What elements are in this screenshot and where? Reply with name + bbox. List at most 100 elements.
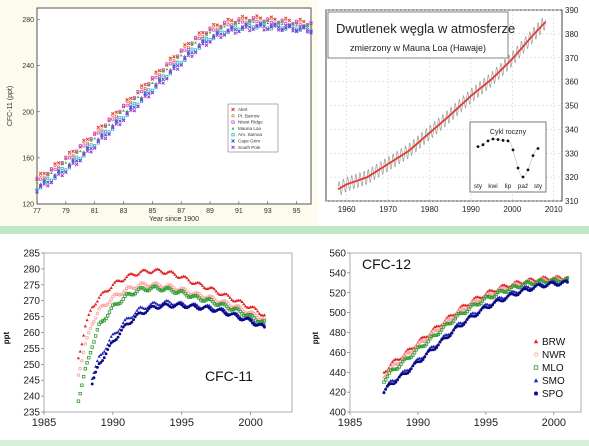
cfc11-stations-point bbox=[64, 168, 68, 172]
cfc11-stations-point bbox=[168, 58, 172, 62]
cfc11-point bbox=[90, 377, 94, 380]
cfc11-stations-point bbox=[46, 180, 50, 184]
cfc11-stations-point bbox=[251, 25, 255, 29]
cfc12-point bbox=[458, 307, 463, 312]
cfc12-point bbox=[448, 321, 452, 326]
cfc12-point bbox=[417, 344, 422, 349]
cfc11-stations-point bbox=[193, 50, 198, 54]
cfc11-point bbox=[123, 277, 127, 281]
cfc12-y-tick-label: 400 bbox=[329, 408, 346, 419]
cfc11-point bbox=[183, 274, 187, 278]
cfc11-point bbox=[140, 306, 144, 309]
cfc11-point bbox=[252, 316, 256, 320]
cfc11-stations-point bbox=[183, 55, 187, 60]
co2-y-tick-label: 390 bbox=[565, 6, 579, 15]
cfc12-point bbox=[436, 343, 440, 347]
cfc11-stations-point bbox=[262, 19, 266, 23]
cfc11-point bbox=[214, 289, 218, 293]
cfc11-point bbox=[107, 300, 112, 304]
cfc11-stations-point bbox=[284, 22, 288, 26]
cfc12-point bbox=[525, 284, 529, 288]
cfc11-stations-x-tick-label: 87 bbox=[177, 208, 185, 215]
cfc11-plot-area bbox=[43, 252, 293, 413]
cfc11-point bbox=[193, 281, 198, 285]
cfc11-stations-point bbox=[71, 161, 75, 166]
cfc11-stations-y-tick-label: 120 bbox=[22, 202, 34, 209]
cfc11-stations-x-tick-label: 95 bbox=[293, 208, 301, 215]
cfc11-point bbox=[233, 306, 237, 311]
cfc12-point bbox=[446, 317, 451, 322]
cfc12-point bbox=[397, 365, 401, 369]
cfc11-point bbox=[135, 273, 139, 277]
co2-x-tick-label: 2000 bbox=[503, 205, 521, 214]
cfc12-point bbox=[467, 307, 471, 311]
co2-trend-point bbox=[408, 150, 410, 152]
cfc12-point bbox=[475, 303, 480, 307]
cfc11-stations-point bbox=[204, 43, 209, 48]
cfc11-point bbox=[145, 269, 149, 273]
cfc11-point bbox=[144, 311, 148, 315]
co2-x-tick-label: 1960 bbox=[338, 205, 356, 214]
cfc11-point bbox=[90, 305, 94, 309]
cfc11-point bbox=[263, 325, 266, 329]
cfc12-point bbox=[397, 357, 401, 361]
cfc11-point bbox=[121, 279, 125, 283]
cfc11-y-tick-label: 265 bbox=[23, 312, 40, 323]
cfc11-point bbox=[109, 306, 113, 310]
cfc12-point bbox=[485, 290, 490, 293]
cfc11-stations-point bbox=[161, 81, 165, 85]
cfc11-point bbox=[137, 272, 141, 276]
cfc11-point bbox=[254, 314, 258, 318]
cfc11-point bbox=[121, 321, 125, 325]
cfc11-stations-legend-label: South Pole bbox=[238, 145, 261, 150]
cfc11-stations-point bbox=[35, 187, 39, 192]
cfc11-point bbox=[197, 292, 201, 296]
cfc11-point bbox=[161, 271, 165, 275]
cfc11-stations-legend-label: Am. Samoa bbox=[238, 132, 262, 137]
cfc11-stations-point bbox=[103, 136, 108, 141]
cfc12-point bbox=[467, 305, 471, 310]
cfc11-point bbox=[93, 316, 98, 320]
cfc11-stations-point bbox=[287, 18, 292, 23]
cfc11-stations-point bbox=[223, 25, 226, 28]
cfc11-point bbox=[106, 314, 110, 318]
cfc11-stations-point bbox=[255, 19, 259, 23]
cfc11-point bbox=[92, 304, 96, 308]
cfc11-stations-point bbox=[222, 33, 227, 37]
cfc11-stations-point bbox=[255, 23, 259, 27]
cfc12-point bbox=[448, 334, 452, 338]
cfc11-point bbox=[175, 274, 179, 278]
cfc11-point bbox=[211, 299, 215, 304]
cfc11-stations-point bbox=[226, 28, 230, 32]
cfc11-point bbox=[235, 314, 239, 318]
cfc11-point bbox=[135, 308, 139, 312]
cfc11-stations-point bbox=[176, 60, 180, 64]
cfc11-point bbox=[226, 302, 230, 306]
cfc11-stations-point bbox=[67, 163, 72, 167]
cfc11-point bbox=[219, 302, 224, 306]
cfc12-point bbox=[395, 366, 400, 371]
cfc11-stations-point bbox=[291, 29, 295, 33]
cfc11-point bbox=[112, 292, 117, 297]
cfc11-stations-point bbox=[136, 90, 140, 94]
cfc11-stations-point bbox=[42, 179, 46, 184]
cfc11-x-tick-label: 1990 bbox=[101, 417, 125, 429]
cfc11-stations-point bbox=[143, 92, 147, 96]
cfc11-point bbox=[130, 285, 134, 290]
cfc11-point bbox=[97, 322, 101, 326]
cfc11-stations-y-tick-label: 160 bbox=[22, 155, 34, 162]
cfc11-stations-point bbox=[309, 24, 313, 28]
cfc12-point bbox=[429, 331, 434, 335]
co2-y-tick-label: 350 bbox=[565, 102, 579, 111]
cfc11-stations-point bbox=[35, 180, 39, 184]
cfc11-stations-legend-marker bbox=[231, 139, 235, 143]
cfc11-point bbox=[97, 307, 101, 311]
cfc11-point bbox=[76, 373, 81, 377]
cfc11-point bbox=[119, 299, 124, 304]
co2-inset-point bbox=[501, 139, 505, 142]
cfc11-stations-point bbox=[273, 17, 277, 22]
cfc12-point bbox=[468, 303, 473, 307]
cfc11-point bbox=[224, 304, 229, 309]
cfc11-point bbox=[80, 342, 84, 346]
cfc11-point bbox=[192, 292, 196, 296]
